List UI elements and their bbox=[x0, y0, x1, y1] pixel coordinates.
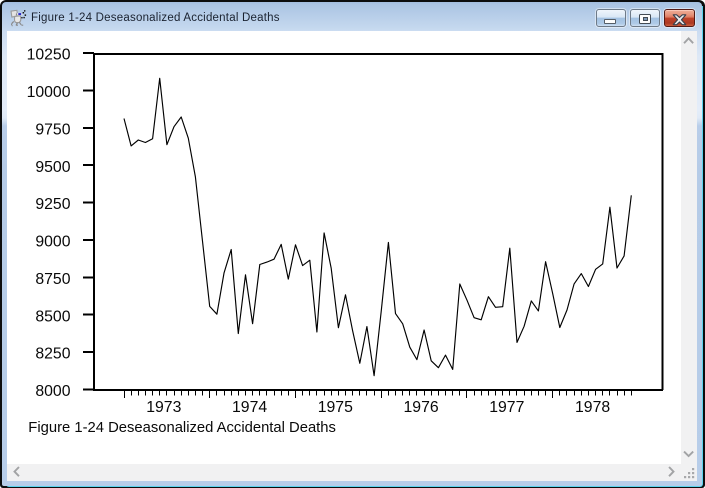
svg-text:1978: 1978 bbox=[575, 399, 610, 416]
svg-text:9250: 9250 bbox=[35, 196, 70, 213]
svg-text:Figure 1-24 Deseasonalized Acc: Figure 1-24 Deseasonalized Accidental De… bbox=[28, 420, 336, 436]
svg-text:8250: 8250 bbox=[35, 346, 70, 363]
svg-text:9500: 9500 bbox=[35, 159, 70, 176]
svg-text:1977: 1977 bbox=[489, 399, 524, 416]
svg-text:9750: 9750 bbox=[35, 121, 70, 138]
svg-text:1974: 1974 bbox=[232, 399, 267, 416]
svg-text:1973: 1973 bbox=[146, 399, 181, 416]
svg-text:8000: 8000 bbox=[35, 383, 70, 400]
svg-text:8500: 8500 bbox=[35, 308, 70, 325]
svg-text:9000: 9000 bbox=[35, 234, 70, 251]
svg-text:10000: 10000 bbox=[27, 84, 71, 101]
svg-text:1975: 1975 bbox=[318, 399, 353, 416]
svg-text:8750: 8750 bbox=[35, 271, 70, 288]
svg-text:10250: 10250 bbox=[27, 47, 71, 64]
svg-text:1976: 1976 bbox=[404, 399, 439, 416]
